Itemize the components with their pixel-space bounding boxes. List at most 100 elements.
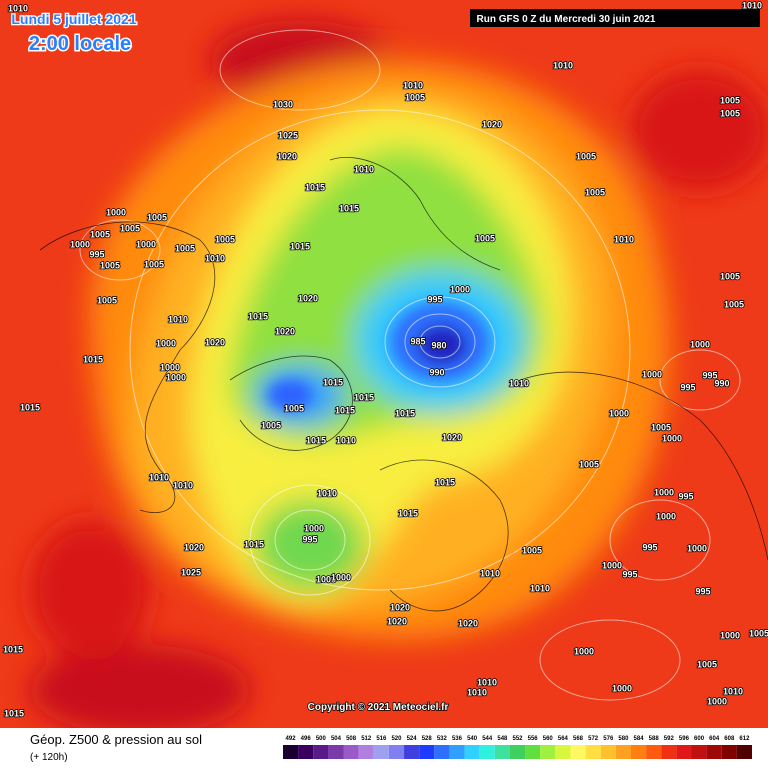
legend-swatch [661, 745, 677, 759]
isobar-label: 1000 [70, 239, 90, 249]
isobar-label: 1005 [405, 92, 425, 102]
isobar-label: 1000 [654, 487, 674, 497]
isobar-label: 1020 [205, 337, 225, 347]
legend-swatch [388, 745, 405, 759]
isobar-label: 1005 [697, 659, 717, 669]
legend-swatch [630, 745, 647, 759]
copyright: Copyright © 2021 Meteociel.fr [308, 702, 449, 713]
legend-swatch [358, 745, 374, 759]
isobar-label: 1020 [390, 602, 410, 612]
isobar-label: 995 [622, 569, 637, 579]
legend-swatch [449, 745, 465, 759]
isobar-label: 1010 [149, 472, 169, 482]
isobar-label: 995 [302, 534, 317, 544]
legend-swatch [736, 745, 752, 759]
isobar-label: 1015 [20, 402, 40, 412]
legend-value: 600 [694, 736, 705, 742]
isobar-label: 1000 [609, 408, 629, 418]
isobar-label: 1010 [317, 488, 337, 498]
legend-value: 612 [739, 736, 750, 742]
isobar-label: 1010 [477, 677, 497, 687]
forecast-time: 2:00 locale [29, 33, 131, 55]
isobar-label: 1000 [642, 369, 662, 379]
legend-swatch [313, 745, 329, 759]
isobar-label: 1005 [720, 271, 740, 281]
legend-swatch [615, 745, 631, 759]
isobar-label: 1020 [275, 326, 295, 336]
isobar-label: 1005 [724, 299, 744, 309]
isobar-label: 1000 [602, 560, 622, 570]
isobar-label: 1000 [331, 572, 351, 582]
isobar-label: 1015 [395, 408, 415, 418]
legend-value: 580 [618, 736, 629, 742]
isobar-label: 995 [642, 542, 657, 552]
isobar-label: 1030 [273, 99, 293, 109]
isobar-label: 1010 [553, 60, 573, 70]
legend-swatch [434, 745, 450, 759]
isobar-label: 1000 [304, 523, 324, 533]
isobar-label: 1015 [290, 241, 310, 251]
isobar-label: 1005 [585, 187, 605, 197]
legend-value: 564 [558, 736, 569, 742]
isobar-label: 980 [431, 340, 446, 350]
legend-swatch [691, 745, 707, 759]
legend-value: 532 [437, 736, 448, 742]
isobar-label: 1015 [323, 377, 343, 387]
isobar-label: 1000 [662, 433, 682, 443]
footer-lead: (+ 120h) [30, 752, 68, 763]
isobar-label: 1000 [687, 543, 707, 553]
legend-swatch [555, 745, 571, 759]
legend-value: 592 [664, 736, 675, 742]
legend-swatch [676, 745, 692, 759]
footer-title: Géop. Z500 & pression au sol [30, 732, 202, 747]
legend-value: 608 [724, 736, 735, 742]
legend-value: 568 [573, 736, 584, 742]
isobar-label: 995 [89, 249, 104, 259]
legend-value: 508 [346, 736, 357, 742]
isobar-label: 1010 [173, 480, 193, 490]
isobar-label: 1005 [522, 545, 542, 555]
legend-swatch [464, 745, 480, 759]
isobar-label: 1010 [8, 3, 28, 13]
legend-swatch [298, 745, 314, 759]
legend-swatch [328, 745, 344, 759]
isobar-label: 1015 [335, 405, 355, 415]
legend-swatch [479, 745, 495, 759]
isobar-label: 990 [429, 367, 444, 377]
isobar-label: 1010 [168, 314, 188, 324]
isobar-label: 1020 [442, 432, 462, 442]
legend-value: 496 [301, 736, 312, 742]
isobar-label: 1005 [475, 233, 495, 243]
isobar-label: 1005 [576, 151, 596, 161]
legend-swatch [509, 745, 526, 759]
isobar-label: 1010 [742, 0, 762, 10]
legend-value: 596 [679, 736, 690, 742]
forecast-date: Lundi 5 juillet 2021 [11, 11, 136, 27]
isobar-label: 1015 [306, 435, 326, 445]
legend-value: 500 [316, 736, 327, 742]
legend-swatch [706, 745, 722, 759]
legend-value: 516 [376, 736, 387, 742]
legend-value: 544 [482, 736, 493, 742]
isobar-label: 1010 [336, 435, 356, 445]
isobar-label: 1020 [387, 616, 407, 626]
legend-swatch [343, 745, 359, 759]
legend-value: 584 [634, 736, 645, 742]
isobar-label: 1015 [83, 354, 103, 364]
isobar-label: 1005 [147, 212, 167, 222]
isobar-label: 1015 [305, 182, 325, 192]
legend-swatch [540, 745, 556, 759]
legend-swatch [494, 745, 510, 759]
isobar-label: 1020 [184, 542, 204, 552]
legend-value: 512 [361, 736, 372, 742]
isobar-label: 1010 [354, 164, 374, 174]
isobar-label: 1005 [651, 422, 671, 432]
isobar-label: 1000 [720, 630, 740, 640]
legend-value: 560 [543, 736, 554, 742]
isobar-label: 995 [678, 491, 693, 501]
isobar-label: 1005 [120, 223, 140, 233]
legend-value: 548 [497, 736, 508, 742]
legend-value: 536 [452, 736, 463, 742]
isobar-label: 990 [714, 378, 729, 388]
legend-swatch [600, 745, 616, 759]
